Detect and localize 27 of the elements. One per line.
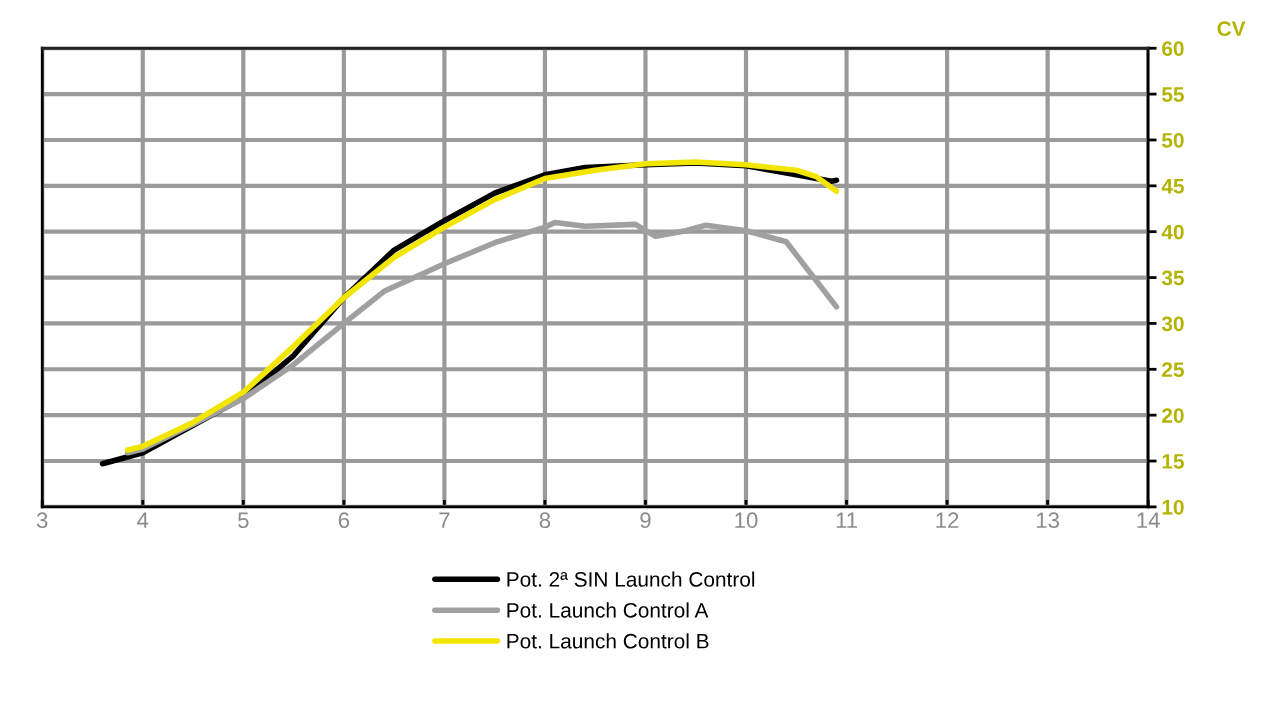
legend-label: Pot. Launch Control A	[507, 602, 709, 618]
x-tick-label: 12	[936, 512, 959, 528]
y-tick-label: 15	[1162, 454, 1184, 469]
y-tick-label: 30	[1161, 316, 1184, 332]
y-tick-label: 55	[1162, 87, 1184, 102]
x-tick-label: 4	[137, 512, 149, 528]
y-tick-label: 35	[1161, 270, 1184, 286]
legend-label: Pot. Launch Control B	[507, 633, 709, 649]
y-tick-label: 45	[1161, 179, 1184, 194]
y-axis-title: CV	[1217, 21, 1246, 37]
x-tick-label: 10	[735, 512, 758, 529]
y-tick-label: 50	[1162, 132, 1184, 148]
y-tick-label: 20	[1162, 408, 1184, 423]
x-tick-label: 9	[640, 512, 651, 529]
y-tick-label: 60	[1162, 41, 1184, 56]
x-tick-label: 11	[836, 512, 857, 528]
x-tick-label: 6	[338, 512, 350, 529]
y-tick-label: 10	[1162, 499, 1184, 515]
y-tick-label: 40	[1161, 224, 1184, 240]
x-tick-label: 8	[539, 512, 551, 529]
x-tick-label: 7	[439, 512, 450, 528]
x-tick-label: 5	[238, 512, 249, 529]
x-tick-label: 3	[36, 512, 48, 529]
x-tick-label: 14	[1137, 512, 1160, 528]
y-tick-label: 25	[1162, 362, 1184, 378]
x-tick-label: 13	[1036, 512, 1060, 529]
legend-label: Pot. 2ª SIN Launch Control	[507, 571, 755, 587]
